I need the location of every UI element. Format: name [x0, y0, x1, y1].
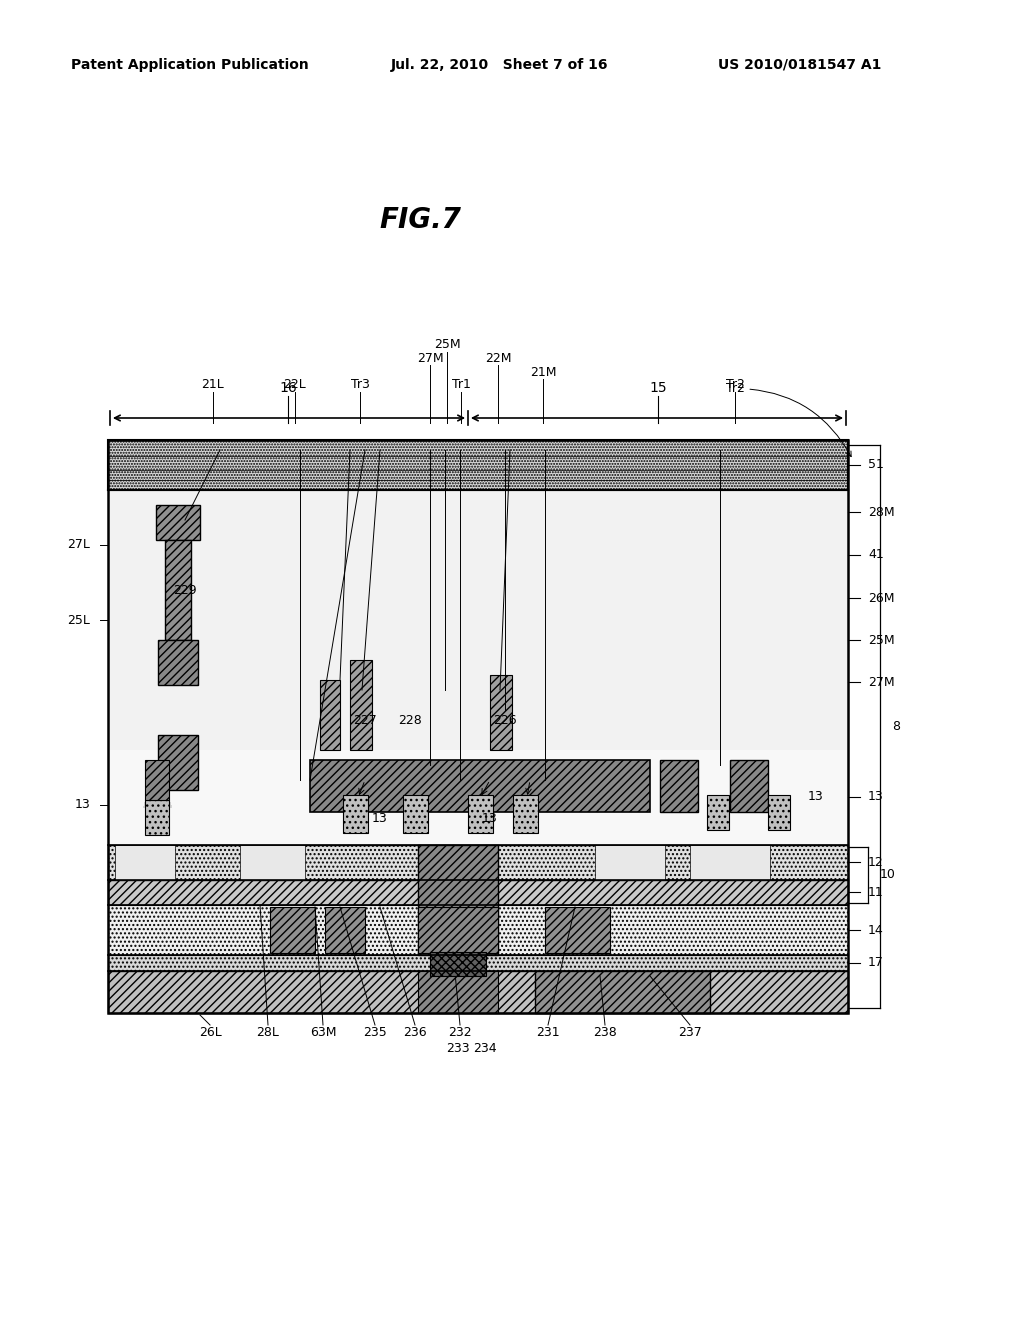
Text: FIG.7: FIG.7 — [379, 206, 461, 234]
Bar — [513, 795, 538, 833]
Text: 13: 13 — [482, 812, 498, 825]
Text: 27L: 27L — [68, 539, 90, 552]
Text: Tr1: Tr1 — [452, 379, 470, 392]
Text: 15: 15 — [649, 381, 667, 395]
Bar — [430, 952, 486, 975]
Text: 228: 228 — [398, 714, 422, 726]
Text: US 2010/0181547 A1: US 2010/0181547 A1 — [718, 58, 882, 73]
Text: 10: 10 — [880, 869, 896, 882]
Text: 28M: 28M — [868, 506, 895, 519]
Bar — [108, 845, 848, 880]
Text: 41: 41 — [868, 549, 884, 561]
Bar — [108, 440, 848, 490]
Text: 229: 229 — [173, 583, 197, 597]
Text: 51: 51 — [868, 458, 884, 471]
Bar — [108, 906, 848, 954]
Bar — [403, 795, 428, 833]
Text: 22L: 22L — [284, 379, 306, 392]
Bar — [108, 750, 848, 845]
Text: 13: 13 — [868, 791, 884, 804]
Text: 11: 11 — [868, 886, 884, 899]
Bar — [545, 907, 610, 953]
Text: 227: 227 — [353, 714, 377, 726]
Bar — [108, 954, 848, 972]
Bar — [490, 675, 512, 750]
Bar — [707, 795, 729, 830]
Text: 12: 12 — [868, 855, 884, 869]
Text: 25L: 25L — [68, 614, 90, 627]
Bar — [350, 660, 372, 750]
Text: 234: 234 — [473, 1043, 497, 1056]
Bar — [108, 972, 848, 1012]
Bar — [325, 907, 365, 953]
Text: 25M: 25M — [434, 338, 461, 351]
Text: 26L: 26L — [199, 1027, 221, 1040]
Text: 235: 235 — [364, 1027, 387, 1040]
Text: 237: 237 — [678, 1027, 701, 1040]
Bar — [115, 845, 175, 880]
Text: 238: 238 — [593, 1027, 616, 1040]
Text: 63M: 63M — [309, 1027, 336, 1040]
Text: 233: 233 — [446, 1043, 470, 1056]
Text: 232: 232 — [449, 1027, 472, 1040]
Text: 8: 8 — [892, 719, 900, 733]
Text: 13: 13 — [807, 791, 823, 804]
Bar — [240, 845, 305, 880]
Text: 231: 231 — [537, 1027, 560, 1040]
Bar — [158, 640, 198, 685]
Text: 17: 17 — [868, 957, 884, 969]
Bar — [158, 735, 198, 789]
Text: Tr3: Tr3 — [350, 379, 370, 392]
Bar — [270, 907, 315, 953]
Bar — [310, 760, 650, 812]
Text: 28L: 28L — [257, 1027, 280, 1040]
Bar — [660, 760, 698, 812]
Bar — [468, 795, 493, 833]
Text: 22M: 22M — [484, 351, 511, 364]
Text: 236: 236 — [403, 1027, 427, 1040]
Bar — [145, 800, 169, 836]
Text: Jul. 22, 2010   Sheet 7 of 16: Jul. 22, 2010 Sheet 7 of 16 — [391, 58, 608, 73]
Text: Tr2: Tr2 — [726, 381, 851, 457]
Bar — [418, 845, 498, 954]
Bar — [595, 845, 665, 880]
Bar — [108, 880, 848, 906]
Bar — [535, 972, 710, 1012]
Bar — [319, 680, 340, 750]
Text: 27M: 27M — [868, 676, 895, 689]
Bar — [145, 760, 169, 800]
Bar — [730, 760, 768, 812]
Text: Tr2: Tr2 — [726, 379, 744, 392]
Text: 21L: 21L — [202, 379, 224, 392]
Text: 26M: 26M — [868, 591, 895, 605]
Text: 13: 13 — [372, 812, 388, 825]
Text: 21M: 21M — [529, 366, 556, 379]
Text: 25M: 25M — [868, 634, 895, 647]
Bar — [108, 490, 848, 750]
Text: 13: 13 — [75, 799, 90, 812]
Text: Patent Application Publication: Patent Application Publication — [71, 58, 309, 73]
Bar — [418, 907, 498, 953]
Bar — [418, 972, 498, 1012]
Text: 14: 14 — [868, 924, 884, 936]
Text: 16: 16 — [280, 381, 297, 395]
Bar — [165, 540, 191, 640]
Bar — [690, 845, 770, 880]
Bar — [768, 795, 790, 830]
Bar — [343, 795, 368, 833]
Text: 226: 226 — [494, 714, 517, 726]
Bar — [156, 506, 200, 540]
Text: 27M: 27M — [417, 351, 443, 364]
Bar — [108, 440, 848, 1012]
